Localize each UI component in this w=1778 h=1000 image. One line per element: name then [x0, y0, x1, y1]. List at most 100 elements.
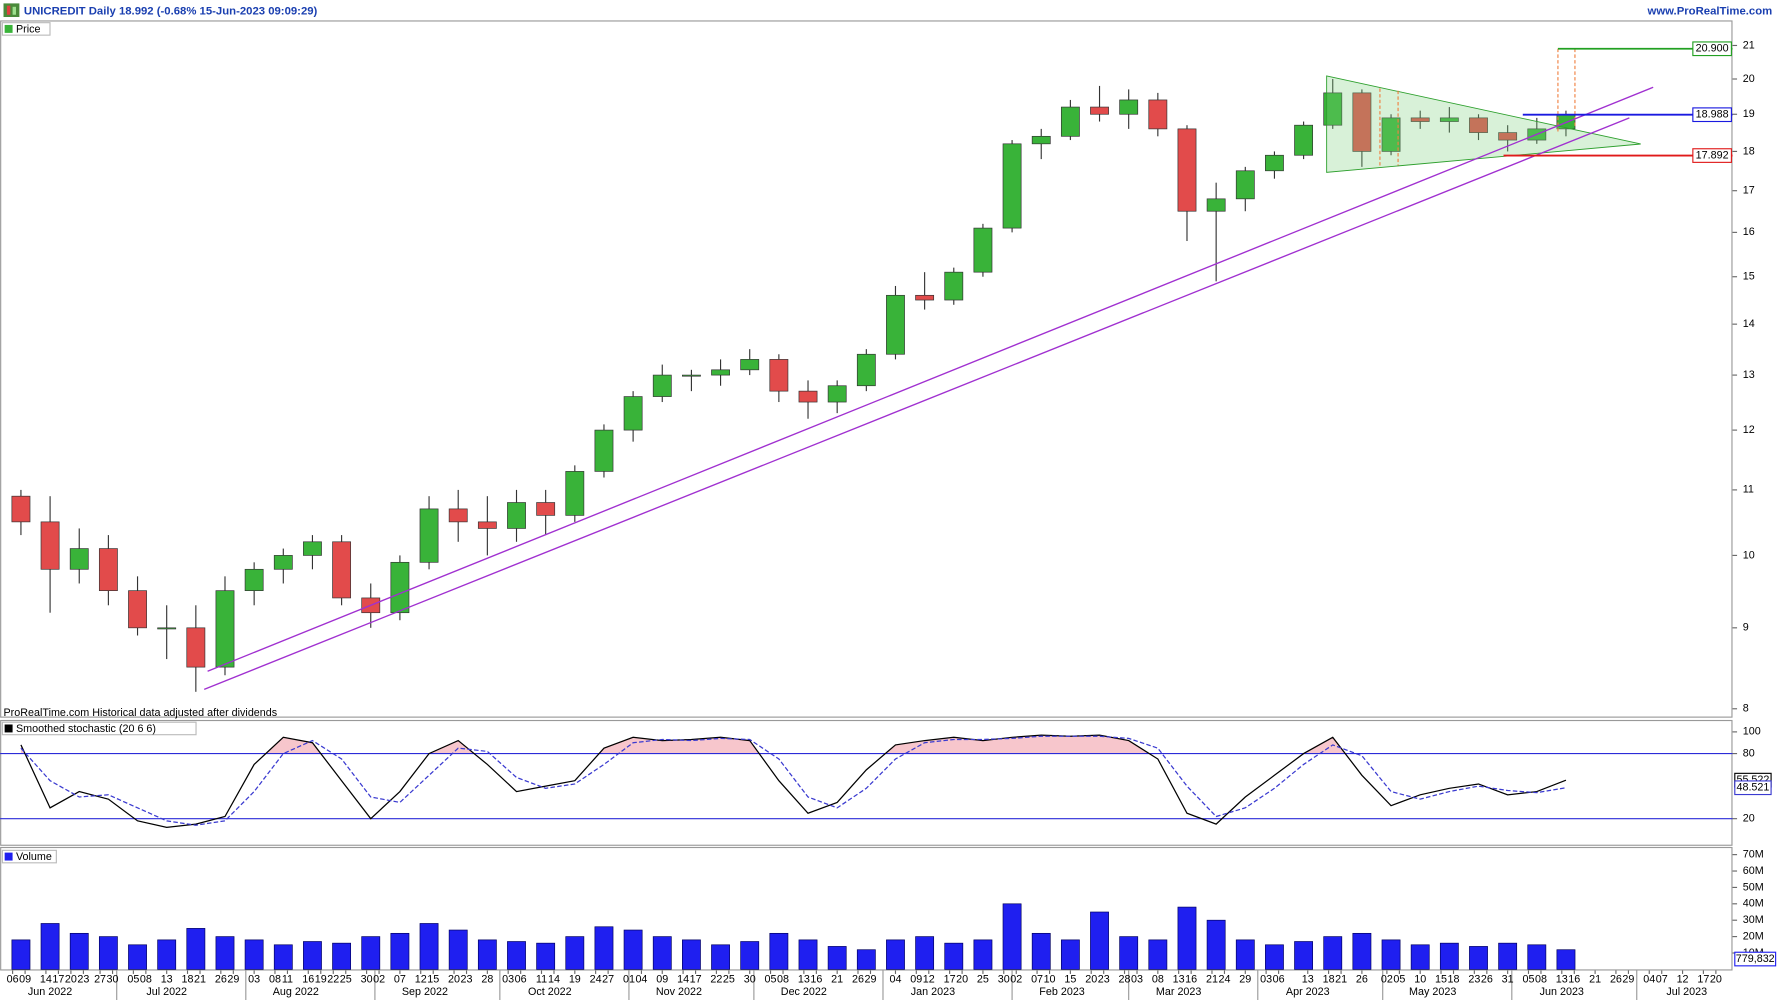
- site-link[interactable]: www.ProRealTime.com: [1647, 5, 1773, 17]
- x-tick-label: 24: [1218, 973, 1230, 985]
- volume-bar: [215, 936, 235, 970]
- volume-bar: [886, 939, 905, 970]
- candle-body: [1235, 170, 1255, 200]
- x-tick-label: 22: [327, 973, 339, 985]
- last-volume-box: [1734, 951, 1777, 967]
- x-tick-label: 11: [536, 973, 547, 985]
- x-tick-label: 08: [269, 973, 281, 985]
- volume-bar: [682, 939, 701, 970]
- month-label: Jun 2022: [28, 986, 72, 998]
- x-tick-label: 20: [448, 973, 460, 985]
- month-label: Jan 2023: [911, 986, 955, 998]
- x-tick-label: 06: [1273, 973, 1285, 985]
- candle-body: [1177, 128, 1197, 212]
- volume-bar: [565, 936, 585, 970]
- x-tick-label: 04: [1643, 973, 1655, 985]
- y-tick-label: 50M: [1743, 881, 1764, 893]
- candle-body: [565, 471, 585, 516]
- candle-body: [273, 555, 293, 570]
- candle-body: [1031, 135, 1051, 145]
- volume-bar: [1294, 941, 1314, 970]
- volume-bar: [1469, 946, 1488, 970]
- x-tick-label: 12: [923, 973, 935, 985]
- volume-bar: [390, 932, 410, 970]
- legend: Smoothed stochastic (20 6 6): [1, 721, 197, 736]
- x-tick-label: 07: [1031, 973, 1043, 985]
- volume-bar: [1031, 932, 1051, 970]
- volume-bar: [1206, 919, 1226, 970]
- candle-body: [1352, 92, 1372, 152]
- x-tick-label: 13: [1302, 973, 1314, 985]
- x-tick-label: 21: [194, 973, 206, 985]
- volume-bar: [623, 929, 643, 970]
- x-tick-label: 13: [798, 973, 810, 985]
- x-tick-label: 17: [944, 973, 956, 985]
- volume-bar: [769, 932, 789, 970]
- volume-bar: [915, 936, 935, 970]
- labels-layer: Price 8 9 10 11 12 13 14 15 16 17 18 19 20 21 20.900 18.…: [1, 22, 1777, 998]
- volume-bar: [652, 936, 672, 970]
- volume-bar: [827, 946, 847, 970]
- candle-body: [973, 227, 993, 273]
- legend-swatch: [4, 24, 13, 33]
- x-tick-label: 12: [1677, 973, 1689, 985]
- last-volume-label: 779,832: [1736, 953, 1775, 965]
- x-tick-label: 25: [977, 973, 989, 985]
- volume-bar: [856, 949, 876, 970]
- x-tick-label: 05: [1393, 973, 1405, 985]
- x-tick-label: 08: [777, 973, 789, 985]
- legend-swatch: [4, 852, 13, 861]
- volume-bar: [507, 941, 526, 970]
- plot-layer: [0, 44, 1738, 1000]
- month-label: Mar 2023: [1156, 986, 1201, 998]
- y-tick-label: 20: [1743, 73, 1755, 85]
- candle-body: [1410, 117, 1430, 122]
- x-tick-label: 02: [373, 973, 385, 985]
- volume-bar: [69, 932, 89, 970]
- value-label: 48.521: [1736, 782, 1769, 794]
- x-tick-label: 15: [1435, 973, 1447, 985]
- month-label: Aug 2022: [273, 986, 319, 998]
- volume-bar: [536, 942, 556, 970]
- x-tick-label: 14: [548, 973, 560, 985]
- volume-bar: [1323, 936, 1343, 970]
- candle-body: [652, 374, 672, 397]
- x-tick-label: 21: [1589, 973, 1601, 985]
- candle-body: [1002, 143, 1022, 229]
- candle-body: [244, 568, 264, 592]
- volume-bar: [1090, 911, 1109, 970]
- volume-bar: [98, 936, 118, 970]
- y-tick-label: 15: [1743, 271, 1755, 283]
- month-label: Feb 2023: [1039, 986, 1085, 998]
- x-tick-label: 26: [1610, 973, 1622, 985]
- x-tick-label: 13: [1173, 973, 1185, 985]
- candle-body: [332, 541, 352, 599]
- volume-bar: [798, 939, 818, 970]
- candle-body: [1439, 117, 1459, 122]
- x-tick-label: 17: [690, 973, 702, 985]
- x-tick-label: 29: [227, 973, 239, 985]
- x-tick-label: 02: [1010, 973, 1022, 985]
- candle-body: [507, 502, 526, 529]
- month-label: Jun 2023: [1540, 986, 1584, 998]
- value-box: [1734, 780, 1772, 796]
- y-tick-label: 13: [1743, 369, 1755, 381]
- x-tick-label: 17: [1697, 973, 1709, 985]
- y-tick-label: 30M: [1743, 914, 1764, 926]
- volume-bar: [332, 942, 352, 970]
- y-tick-label: 9: [1743, 622, 1749, 634]
- candle-body: [1381, 117, 1401, 152]
- candle-body: [1294, 124, 1314, 156]
- volume-bar: [1556, 949, 1576, 970]
- x-tick-label: 30: [744, 973, 756, 985]
- volume-bar: [740, 941, 760, 970]
- y-tick-label: 16: [1743, 226, 1755, 238]
- candle-body: [827, 385, 847, 403]
- x-tick-label: 29: [864, 973, 876, 985]
- legend-box: [1, 22, 51, 36]
- candle-body: [798, 390, 818, 403]
- x-tick-label: 18: [1448, 973, 1460, 985]
- volume-bar: [973, 939, 993, 970]
- y-tick-label: 20: [1743, 813, 1755, 825]
